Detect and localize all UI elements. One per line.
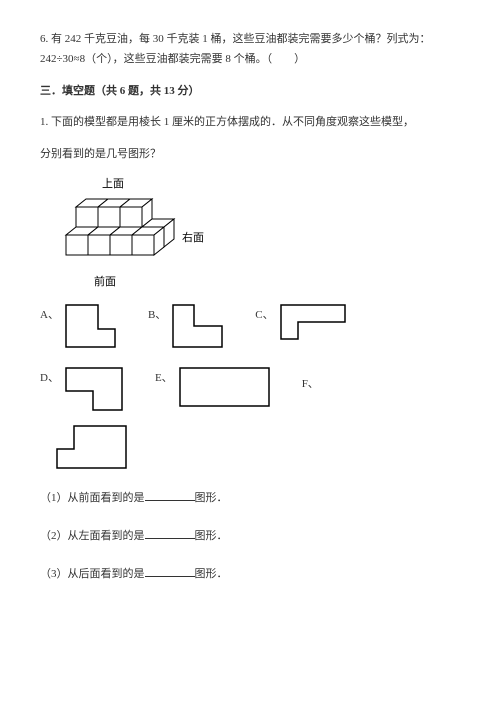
- option-d-label: D、: [40, 369, 59, 389]
- fill-1-pre: （1）从前面看到的是: [40, 492, 145, 504]
- fill-3-pre: （3）从后面看到的是: [40, 568, 145, 580]
- option-a: A、: [40, 302, 118, 350]
- section-3-title: 三．填空题（共 6 题，共 13 分）: [40, 82, 460, 102]
- fill-3-blank[interactable]: [145, 565, 195, 577]
- option-a-label: A、: [40, 306, 59, 326]
- label-top: 上面: [102, 177, 124, 190]
- option-f: F、: [302, 371, 319, 395]
- option-e: E、: [155, 365, 272, 409]
- fill-2-pre: （2）从左面看到的是: [40, 530, 145, 542]
- option-f-shape: [54, 423, 129, 471]
- option-d: D、: [40, 365, 125, 413]
- fill-1-blank[interactable]: [145, 489, 195, 501]
- label-right: 右面: [182, 230, 204, 244]
- cube-model-figure: 上面 右面 前面: [40, 177, 460, 287]
- fill-3-post: 图形．: [195, 568, 228, 580]
- fill-2: （2）从左面看到的是 图形．: [40, 527, 460, 547]
- option-c-label: C、: [255, 306, 273, 326]
- question-6-text: 6. 有 242 千克豆油，每 30 千克装 1 桶，这些豆油都装完需要多少个桶…: [40, 30, 460, 70]
- label-front: 前面: [94, 274, 116, 287]
- fill-3: （3）从后面看到的是 图形．: [40, 565, 460, 585]
- option-b: B、: [148, 302, 225, 350]
- option-e-label: E、: [155, 369, 173, 389]
- options-row-1: A、 B、 C、: [40, 302, 460, 350]
- options-row-3: [40, 423, 460, 471]
- question-1-line2: 分别看到的是几号图形？: [40, 145, 460, 165]
- option-f-label: F、: [302, 375, 319, 395]
- option-b-label: B、: [148, 306, 166, 326]
- fill-2-post: 图形．: [195, 530, 228, 542]
- fill-1-post: 图形．: [195, 492, 228, 504]
- options-row-2: D、 E、 F、: [40, 365, 460, 413]
- fill-2-blank[interactable]: [145, 527, 195, 539]
- fill-1: （1）从前面看到的是 图形．: [40, 489, 460, 509]
- question-1-line1: 1. 下面的模型都是用棱长 1 厘米的正方体摆成的．从不同角度观察这些模型，: [40, 113, 460, 133]
- option-c: C、: [255, 302, 347, 342]
